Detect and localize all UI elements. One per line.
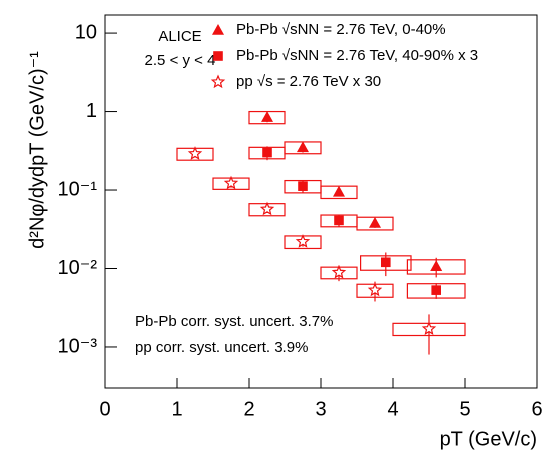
x-tick-label: 2 [243,398,254,420]
y-tick-label: 10⁻³ [58,335,98,357]
y-tick-label: 1 [86,100,97,122]
legend-label: Pb-Pb √sNN = 2.76 TeV, 40-90% x 3 [236,47,478,64]
x-tick-label: 6 [531,398,542,420]
annotation: ALICE [158,28,201,45]
marker-star [331,264,347,279]
x-axis-label: pT (GeV/c) [440,428,537,450]
marker-triangle [430,260,443,271]
marker-star [259,201,275,216]
annotation: 2.5 < y < 4 [145,52,216,69]
y-tick-label: 10⁻² [58,257,98,279]
x-tick-label: 1 [171,398,182,420]
marker-triangle [261,111,273,122]
marker-star [187,146,203,160]
marker-star [295,234,311,248]
marker-star [421,321,437,336]
legend-label: pp √s = 2.76 TeV x 30 [236,73,381,90]
marker-square [381,257,391,268]
marker-square [298,181,308,191]
y-axis-label: d²Nφ/dydpT (GeV/c)⁻¹ [26,51,48,249]
x-tick-label: 3 [315,398,326,420]
annotation: Pb-Pb corr. syst. uncert. 3.7% [135,313,333,330]
legend-marker [212,24,224,35]
x-tick-label: 4 [387,398,398,420]
plot-frame [104,14,538,389]
marker-star [367,282,383,297]
annotation: pp corr. syst. uncert. 3.9% [135,339,308,356]
x-tick-label: 5 [459,398,470,420]
legend-marker [213,51,223,61]
marker-star [223,175,239,190]
legend-marker [210,74,226,89]
marker-square [431,285,441,295]
marker-square [262,147,272,158]
y-tick-label: 10⁻¹ [58,178,98,200]
marker-square [334,215,344,226]
x-tick-label: 0 [99,398,110,420]
y-tick-label: 10 [75,21,97,43]
marker-triangle [333,185,345,197]
marker-triangle [297,141,309,153]
legend-label: Pb-Pb √sNN = 2.76 TeV, 0-40% [236,21,446,38]
marker-triangle [369,217,381,228]
